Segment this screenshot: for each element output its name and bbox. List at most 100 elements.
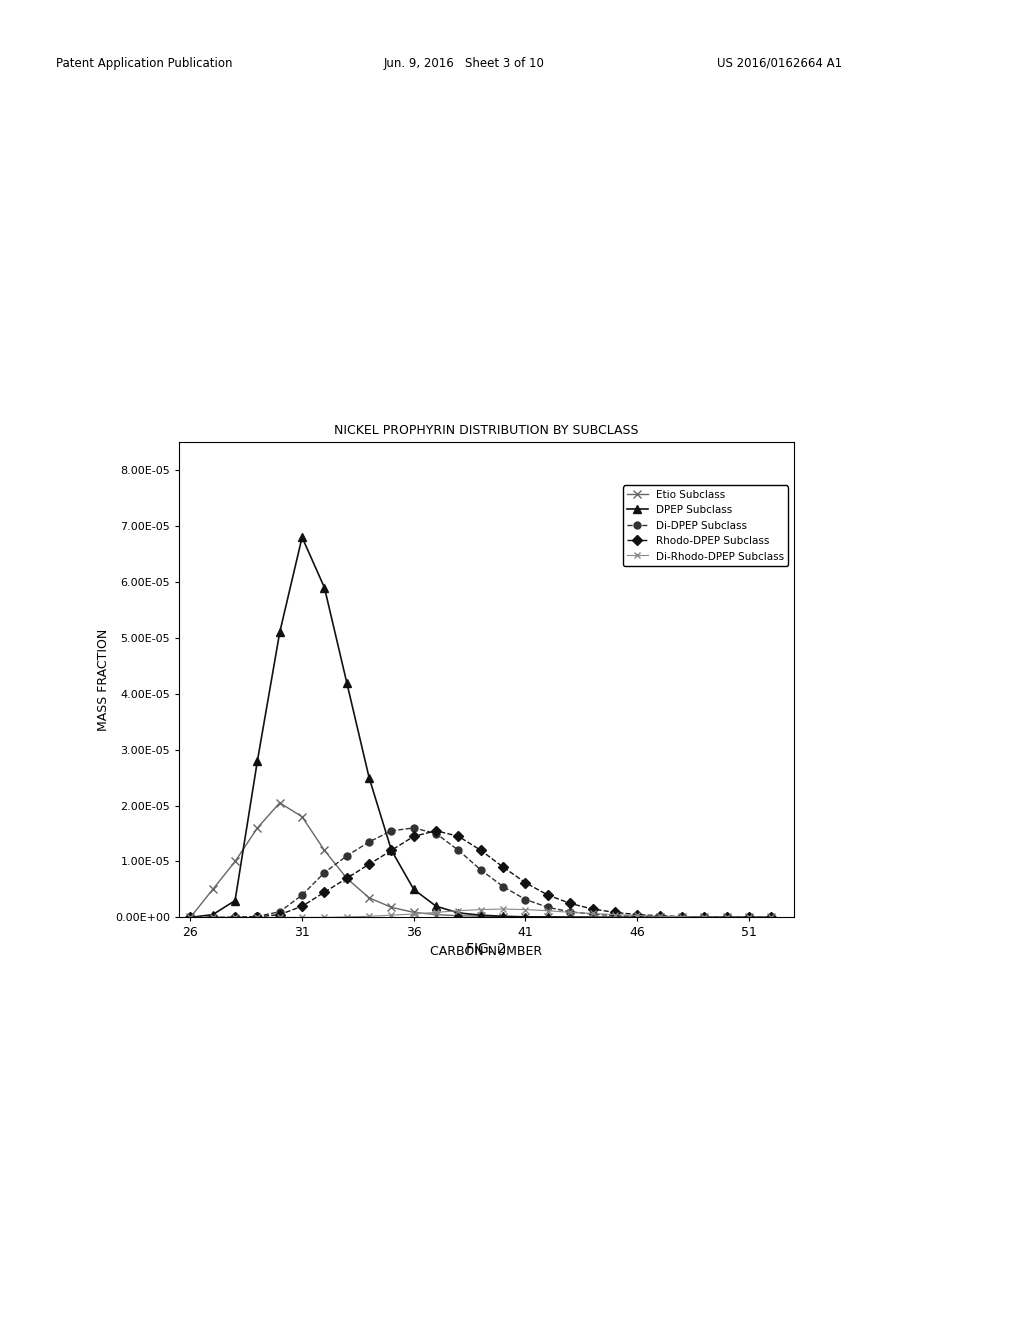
Di-DPEP Subclass bbox=[408, 820, 420, 836]
Etio Subclass bbox=[229, 854, 242, 870]
Etio Subclass bbox=[608, 909, 621, 925]
Rhodo-DPEP Subclass bbox=[318, 884, 331, 900]
Etio Subclass bbox=[408, 904, 420, 920]
Text: US 2016/0162664 A1: US 2016/0162664 A1 bbox=[717, 57, 842, 70]
Rhodo-DPEP Subclass bbox=[430, 822, 442, 838]
Di-DPEP Subclass bbox=[184, 909, 197, 925]
Etio Subclass bbox=[385, 899, 397, 915]
Text: FIG. 2: FIG. 2 bbox=[466, 942, 507, 956]
Rhodo-DPEP Subclass bbox=[475, 842, 487, 858]
DPEP Subclass bbox=[542, 909, 554, 925]
Text: Jun. 9, 2016   Sheet 3 of 10: Jun. 9, 2016 Sheet 3 of 10 bbox=[384, 57, 545, 70]
Etio Subclass bbox=[453, 908, 465, 924]
DPEP Subclass bbox=[631, 909, 643, 925]
Di-Rhodo-DPEP Subclass bbox=[475, 902, 487, 917]
DPEP Subclass bbox=[497, 908, 509, 924]
Y-axis label: MASS FRACTION: MASS FRACTION bbox=[96, 628, 110, 731]
Etio Subclass bbox=[721, 909, 733, 925]
Line: Di-DPEP Subclass: Di-DPEP Subclass bbox=[187, 825, 775, 921]
Di-Rhodo-DPEP Subclass bbox=[251, 909, 263, 925]
Di-DPEP Subclass bbox=[453, 842, 465, 858]
Etio Subclass bbox=[587, 909, 599, 925]
Rhodo-DPEP Subclass bbox=[229, 909, 242, 925]
Etio Subclass bbox=[273, 795, 286, 810]
Line: Rhodo-DPEP Subclass: Rhodo-DPEP Subclass bbox=[187, 828, 775, 921]
Di-DPEP Subclass bbox=[385, 822, 397, 838]
Di-DPEP Subclass bbox=[229, 909, 242, 925]
DPEP Subclass bbox=[296, 529, 308, 545]
Line: Di-Rhodo-DPEP Subclass: Di-Rhodo-DPEP Subclass bbox=[187, 906, 775, 921]
DPEP Subclass bbox=[698, 909, 711, 925]
Di-Rhodo-DPEP Subclass bbox=[362, 908, 375, 924]
DPEP Subclass bbox=[273, 624, 286, 640]
Di-Rhodo-DPEP Subclass bbox=[318, 909, 331, 925]
Etio Subclass bbox=[564, 909, 577, 925]
Etio Subclass bbox=[318, 842, 331, 858]
Di-Rhodo-DPEP Subclass bbox=[542, 903, 554, 919]
DPEP Subclass bbox=[676, 909, 688, 925]
Di-Rhodo-DPEP Subclass bbox=[653, 908, 666, 924]
Di-Rhodo-DPEP Subclass bbox=[676, 908, 688, 924]
DPEP Subclass bbox=[385, 842, 397, 858]
Di-DPEP Subclass bbox=[519, 891, 531, 907]
Etio Subclass bbox=[475, 908, 487, 924]
Di-Rhodo-DPEP Subclass bbox=[385, 907, 397, 923]
Etio Subclass bbox=[207, 882, 219, 898]
Di-DPEP Subclass bbox=[653, 909, 666, 925]
Rhodo-DPEP Subclass bbox=[296, 899, 308, 915]
Di-Rhodo-DPEP Subclass bbox=[587, 906, 599, 921]
Rhodo-DPEP Subclass bbox=[385, 842, 397, 858]
Etio Subclass bbox=[631, 909, 643, 925]
Rhodo-DPEP Subclass bbox=[341, 870, 353, 886]
DPEP Subclass bbox=[318, 579, 331, 595]
Di-Rhodo-DPEP Subclass bbox=[765, 909, 777, 925]
Di-DPEP Subclass bbox=[475, 862, 487, 878]
Rhodo-DPEP Subclass bbox=[497, 859, 509, 875]
Di-Rhodo-DPEP Subclass bbox=[721, 909, 733, 925]
Rhodo-DPEP Subclass bbox=[184, 909, 197, 925]
DPEP Subclass bbox=[207, 907, 219, 923]
Etio Subclass bbox=[341, 870, 353, 886]
DPEP Subclass bbox=[608, 909, 621, 925]
Rhodo-DPEP Subclass bbox=[273, 907, 286, 923]
Di-Rhodo-DPEP Subclass bbox=[408, 906, 420, 921]
DPEP Subclass bbox=[362, 770, 375, 785]
Rhodo-DPEP Subclass bbox=[676, 908, 688, 924]
Di-DPEP Subclass bbox=[296, 887, 308, 903]
Di-Rhodo-DPEP Subclass bbox=[430, 904, 442, 920]
Di-Rhodo-DPEP Subclass bbox=[273, 909, 286, 925]
Di-Rhodo-DPEP Subclass bbox=[341, 909, 353, 925]
Di-Rhodo-DPEP Subclass bbox=[698, 909, 711, 925]
Rhodo-DPEP Subclass bbox=[631, 907, 643, 923]
Di-DPEP Subclass bbox=[430, 825, 442, 841]
DPEP Subclass bbox=[408, 882, 420, 898]
Di-DPEP Subclass bbox=[587, 906, 599, 921]
Di-DPEP Subclass bbox=[207, 909, 219, 925]
DPEP Subclass bbox=[653, 909, 666, 925]
Etio Subclass bbox=[251, 820, 263, 836]
Text: Patent Application Publication: Patent Application Publication bbox=[56, 57, 232, 70]
Etio Subclass bbox=[676, 909, 688, 925]
Di-DPEP Subclass bbox=[698, 909, 711, 925]
Rhodo-DPEP Subclass bbox=[207, 909, 219, 925]
Di-DPEP Subclass bbox=[318, 865, 331, 880]
DPEP Subclass bbox=[765, 909, 777, 925]
Di-DPEP Subclass bbox=[631, 908, 643, 924]
Etio Subclass bbox=[698, 909, 711, 925]
Etio Subclass bbox=[296, 809, 308, 825]
DPEP Subclass bbox=[341, 675, 353, 690]
Etio Subclass bbox=[362, 890, 375, 906]
Rhodo-DPEP Subclass bbox=[587, 902, 599, 917]
Rhodo-DPEP Subclass bbox=[519, 875, 531, 891]
Di-DPEP Subclass bbox=[608, 908, 621, 924]
Line: Etio Subclass: Etio Subclass bbox=[186, 799, 775, 921]
Di-DPEP Subclass bbox=[341, 847, 353, 863]
DPEP Subclass bbox=[184, 909, 197, 925]
Rhodo-DPEP Subclass bbox=[542, 887, 554, 903]
Etio Subclass bbox=[742, 909, 755, 925]
DPEP Subclass bbox=[229, 892, 242, 908]
Etio Subclass bbox=[184, 909, 197, 925]
Di-DPEP Subclass bbox=[765, 909, 777, 925]
Rhodo-DPEP Subclass bbox=[742, 909, 755, 925]
Di-Rhodo-DPEP Subclass bbox=[229, 909, 242, 925]
